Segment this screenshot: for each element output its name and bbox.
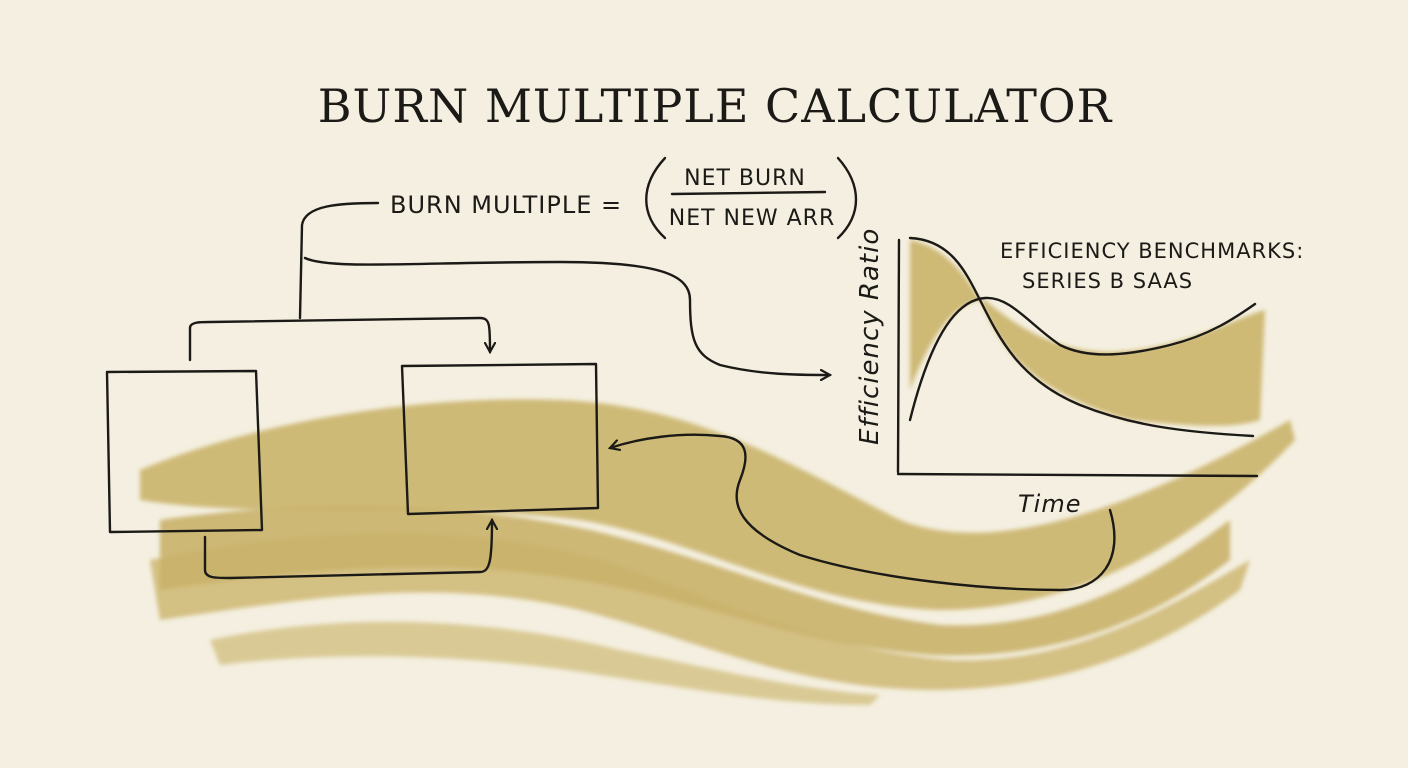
chart-title-line1: EFFICIENCY BENCHMARKS: — [1000, 239, 1304, 263]
page-title: BURN MULTIPLE CALCULATOR — [318, 79, 1113, 133]
chart-shaded-band — [910, 240, 1265, 426]
right-parenthesis — [836, 156, 858, 240]
feedback-loop-arrow — [610, 433, 1116, 592]
y-axis — [896, 238, 901, 474]
rising-curve — [908, 296, 1257, 422]
efficiency-chart: EFFICIENCY BENCHMARKS: SERIES B SAAS Eff… — [855, 228, 1304, 518]
split-connector-arrow — [188, 316, 490, 362]
input-box-left — [105, 369, 264, 534]
left-parenthesis — [645, 156, 667, 240]
formula: BURN MULTIPLE = NET BURN NET NEW ARR — [390, 156, 858, 240]
x-axis-label: Time — [1018, 490, 1081, 518]
formula-bracket-connector — [298, 201, 380, 320]
bottom-connector-arrow — [203, 520, 492, 580]
calculator-box-middle — [400, 362, 600, 516]
declining-curve — [908, 236, 1255, 438]
formula-numerator: NET BURN — [684, 166, 806, 191]
fraction-bar — [670, 190, 827, 196]
chart-connector-arrow — [303, 256, 830, 375]
formula-lhs: BURN MULTIPLE = — [390, 191, 622, 219]
watercolor-brush-band — [140, 399, 1295, 705]
y-axis-label: Efficiency Ratio — [855, 228, 885, 445]
chart-title-line2: SERIES B SAAS — [1022, 269, 1193, 293]
formula-denominator: NET NEW ARR — [669, 206, 836, 231]
x-axis — [896, 472, 1259, 478]
